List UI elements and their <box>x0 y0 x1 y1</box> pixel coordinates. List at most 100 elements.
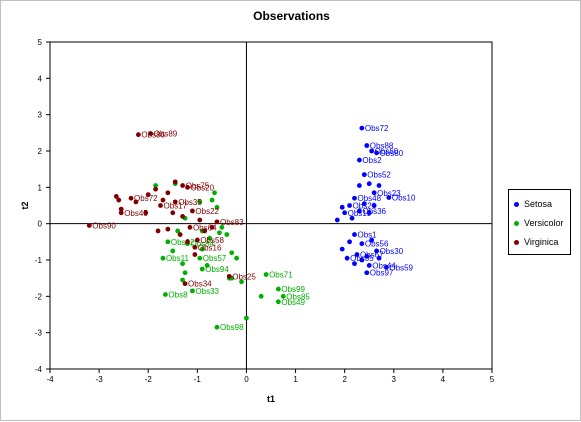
data-point <box>185 184 190 190</box>
data-point <box>342 210 348 216</box>
data-point <box>116 197 122 203</box>
data-point <box>361 201 367 207</box>
data-point <box>364 270 370 276</box>
point-label: Obs58 <box>200 236 224 245</box>
point-label: Obs16 <box>198 243 222 252</box>
data-point <box>133 199 139 205</box>
data-point <box>234 255 240 261</box>
data-point <box>376 255 382 261</box>
legend-marker <box>514 220 519 226</box>
data-point <box>226 273 232 279</box>
y-tick-label: -3 <box>35 329 43 338</box>
data-point <box>280 293 286 299</box>
x-tick-label: 2 <box>342 375 347 384</box>
data-point <box>239 279 244 285</box>
point-label: Obs97 <box>370 269 394 278</box>
data-point <box>374 248 379 254</box>
data-point <box>165 226 171 232</box>
data-point <box>199 246 205 252</box>
point-label: Obs36 <box>362 207 386 216</box>
x-tick-label: 0 <box>244 375 249 384</box>
data-point <box>148 131 154 136</box>
chart-title: Observations <box>253 9 330 23</box>
point-label: Obs49 <box>281 298 305 307</box>
data-point <box>145 192 151 198</box>
data-point <box>357 157 362 163</box>
point-label: Obs56 <box>365 240 389 249</box>
data-point <box>359 241 365 247</box>
point-label: Obs45 <box>124 209 148 218</box>
data-point <box>359 125 365 131</box>
point-label: Obs23 <box>377 189 401 198</box>
data-point <box>364 143 370 148</box>
data-point <box>366 263 372 268</box>
legend-label: Virginica <box>524 237 559 247</box>
point-label: Obs80 <box>380 149 404 158</box>
point-label: Obs72 <box>134 194 158 203</box>
data-point <box>217 230 222 236</box>
point-label: Obs64 <box>193 223 217 232</box>
y-tick-label: 0 <box>38 220 43 229</box>
data-point <box>214 219 220 225</box>
data-point <box>86 223 92 228</box>
data-point <box>263 272 269 277</box>
data-point <box>170 210 176 216</box>
data-point <box>182 281 188 287</box>
data-point <box>113 194 119 199</box>
point-label: Obs85 <box>286 292 310 301</box>
point-label: Obs2 <box>362 156 382 165</box>
point-label: Obs71 <box>269 271 293 280</box>
data-point <box>364 253 370 259</box>
data-point <box>352 195 357 201</box>
data-point <box>369 148 375 154</box>
point-label: Obs86 <box>141 131 165 140</box>
data-point <box>209 197 215 203</box>
data-point <box>224 232 230 237</box>
point-label: Obs48 <box>357 194 381 203</box>
point-label: Obs83 <box>220 218 244 227</box>
data-point <box>175 228 181 234</box>
data-point <box>352 232 357 237</box>
point-label: Obs75 <box>186 182 210 191</box>
data-point <box>194 237 200 243</box>
y-tick-label: 5 <box>38 38 43 47</box>
data-point <box>212 190 217 196</box>
point-label: Obs17 <box>164 202 188 211</box>
data-point <box>192 252 198 257</box>
data-point <box>172 199 178 205</box>
point-label: Obs33 <box>195 287 219 296</box>
y-tick-label: -4 <box>35 365 43 374</box>
data-point <box>219 224 225 230</box>
point-label: Obs88 <box>370 142 394 151</box>
data-point <box>357 183 362 188</box>
y-tick-label: -1 <box>35 256 43 265</box>
data-point <box>366 210 372 216</box>
data-point <box>185 239 190 245</box>
data-point <box>339 246 345 252</box>
data-point <box>275 299 281 305</box>
data-point <box>229 250 235 256</box>
data-point <box>376 183 382 188</box>
x-tick-label: -4 <box>46 375 54 384</box>
x-tick-label: -3 <box>96 375 104 384</box>
data-point <box>366 181 372 187</box>
point-label: Obs10 <box>392 194 416 203</box>
y-tick-label: -2 <box>35 292 43 301</box>
legend-marker <box>514 239 519 245</box>
data-point <box>371 203 377 208</box>
data-point <box>354 252 360 257</box>
data-point <box>182 270 188 276</box>
point-label: Obs44 <box>372 261 396 270</box>
data-point <box>386 195 392 200</box>
data-point <box>204 263 210 268</box>
data-point <box>207 235 213 241</box>
point-label: Obs52 <box>367 171 391 180</box>
data-point <box>197 199 203 205</box>
x-axis-label: t1 <box>267 394 275 404</box>
x-tick-label: -2 <box>145 375 153 384</box>
data-point <box>352 261 357 267</box>
point-label: Obs35 <box>178 198 202 207</box>
data-point <box>153 186 158 192</box>
point-label: Obs72 <box>365 124 389 133</box>
point-label: Obs98 <box>220 323 244 332</box>
